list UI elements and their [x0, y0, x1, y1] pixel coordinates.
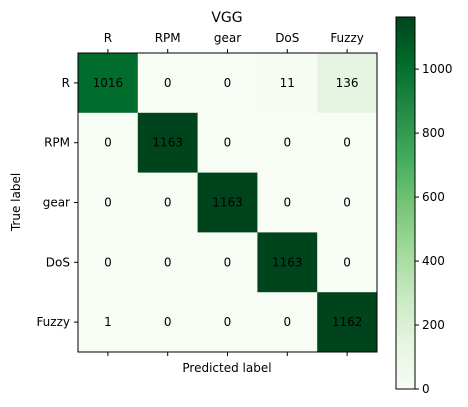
cell-value-label: 0 — [104, 255, 112, 269]
cell-value-label: 0 — [283, 315, 291, 329]
x-tick-label: Fuzzy — [330, 31, 364, 45]
heatmap-cell — [197, 232, 258, 293]
heatmap-cell — [137, 112, 199, 174]
cell-value-label: 0 — [343, 255, 351, 269]
heatmap-cell — [197, 172, 258, 233]
y-tick-label: DoS — [46, 255, 70, 269]
heatmap-cell — [197, 112, 258, 174]
heatmap-cell — [78, 112, 139, 174]
cell-value-label: 0 — [283, 136, 291, 150]
cell-value-label: 1163 — [272, 255, 303, 269]
heatmap-cell — [137, 232, 199, 293]
cell-value-label: 1163 — [152, 136, 183, 150]
cell-value-label: 1162 — [332, 315, 363, 329]
cell-value-label: 1 — [104, 315, 112, 329]
heatmap-cell — [137, 292, 199, 353]
colorbar-tick-label: 0 — [422, 382, 430, 396]
cell-value-label: 0 — [164, 255, 172, 269]
heatmap-cell — [317, 172, 378, 233]
heatmap-cell — [317, 112, 378, 174]
x-axis-label: Predicted label — [182, 361, 271, 375]
heatmap-cell — [317, 53, 378, 114]
y-tick-label: Fuzzy — [36, 315, 70, 329]
cell-value-label: 136 — [336, 76, 359, 90]
cell-value-label: 0 — [224, 255, 232, 269]
cell-value-label: 0 — [224, 136, 232, 150]
y-tick-label: RPM — [44, 136, 70, 150]
heatmap-cell — [197, 292, 258, 353]
colorbar-tick-label: 200 — [422, 318, 445, 332]
x-axis-ticks: R RPM gear DoS Fuzzy — [104, 31, 364, 356]
colorbar-tick-label: 800 — [422, 126, 445, 140]
x-tick-label: R — [104, 31, 112, 45]
colorbar-tick-label: 1000 — [422, 62, 453, 76]
x-tick-label: DoS — [275, 31, 299, 45]
colorbar-tick-label: 400 — [422, 254, 445, 268]
x-tick-label: gear — [214, 31, 241, 45]
y-tick-label: R — [62, 76, 70, 90]
cell-value-label: 1016 — [93, 76, 124, 90]
cell-value-label: 11 — [280, 76, 295, 90]
x-tick-label: RPM — [155, 31, 181, 45]
cell-value-label: 0 — [104, 136, 112, 150]
cell-value-label: 0 — [283, 196, 291, 210]
cell-value-label: 0 — [104, 196, 112, 210]
heatmap-cell — [137, 172, 199, 233]
heatmap-cell — [78, 53, 139, 114]
heatmap-cell — [257, 112, 318, 174]
heatmap-cell — [197, 53, 258, 114]
chart-title: VGG — [211, 10, 242, 26]
heatmap-cell — [317, 292, 378, 353]
y-axis-ticks: R RPM gear DoS Fuzzy — [36, 76, 78, 329]
colorbar-ticks: 0 200 400 600 800 1000 — [415, 62, 453, 396]
y-tick-label: gear — [43, 196, 70, 210]
cell-value-label: 0 — [224, 76, 232, 90]
cell-value-label: 1163 — [212, 196, 243, 210]
heatmap-cell — [78, 172, 139, 233]
cell-value-label: 0 — [343, 136, 351, 150]
heatmap-cell — [257, 172, 318, 233]
heatmap-cell — [78, 232, 139, 293]
cell-value-label: 0 — [164, 315, 172, 329]
colorbar — [395, 16, 416, 390]
cell-value-label: 0 — [164, 196, 172, 210]
heatmap-cell — [317, 232, 378, 293]
heatmap-cell — [78, 292, 139, 353]
heatmap-cell — [137, 53, 199, 114]
cell-value-label: 0 — [343, 196, 351, 210]
heatmap-cells: 1016 0 0 11 136 0 1163 0 0 0 0 0 1163 0 0 0 0 0 1163 0 1 0 0 0 1… — [78, 53, 378, 353]
heatmap-cell — [257, 232, 318, 293]
cell-value-label: 0 — [164, 76, 172, 90]
heatmap-cell — [257, 53, 318, 114]
colorbar-tick-label: 600 — [422, 190, 445, 204]
cell-value-label: 0 — [224, 315, 232, 329]
y-axis-label: True label — [9, 173, 23, 232]
heatmap-cell — [257, 292, 318, 353]
